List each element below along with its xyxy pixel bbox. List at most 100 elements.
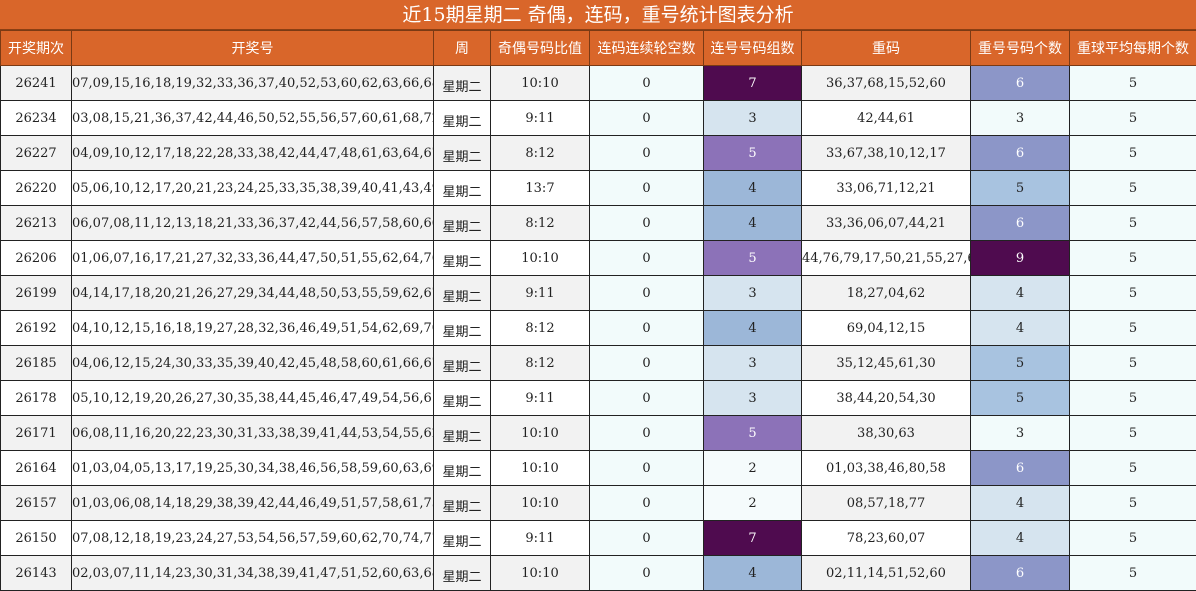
- cell-avg-repeat: 5: [1070, 311, 1196, 346]
- cell-numbers: 02,03,07,11,14,23,30,31,34,38,39,41,47,5…: [72, 556, 434, 591]
- cell-odd-even: 9:11: [491, 381, 590, 416]
- cell-week: 星期二: [434, 206, 491, 241]
- cell-week: 星期二: [434, 521, 491, 556]
- cell-repeat-count: 5: [971, 171, 1070, 206]
- cell-repeat-nums: 36,37,68,15,52,60: [802, 66, 971, 101]
- cell-repeat-nums: 33,36,06,07,44,21: [802, 206, 971, 241]
- cell-avg-repeat: 5: [1070, 416, 1196, 451]
- page-title: 近15期星期二 奇偶，连码，重号统计图表分析: [0, 0, 1196, 30]
- cell-consec-groups: 3: [704, 381, 802, 416]
- cell-odd-even: 10:10: [491, 241, 590, 276]
- col-header-period: 开奖期次: [1, 31, 72, 66]
- cell-repeat-nums: 18,27,04,62: [802, 276, 971, 311]
- cell-consec-groups: 3: [704, 276, 802, 311]
- cell-odd-even: 8:12: [491, 311, 590, 346]
- col-header-numbers: 开奖号: [72, 31, 434, 66]
- cell-consec-groups: 4: [704, 171, 802, 206]
- cell-repeat-count: 6: [971, 66, 1070, 101]
- col-header-odd-even: 奇偶号码比值: [491, 31, 590, 66]
- cell-numbers: 07,09,15,16,18,19,32,33,36,37,40,52,53,6…: [72, 66, 434, 101]
- cell-period: 26241: [1, 66, 72, 101]
- cell-numbers: 04,06,12,15,24,30,33,35,39,40,42,45,48,5…: [72, 346, 434, 381]
- col-header-repeat-nums: 重码: [802, 31, 971, 66]
- col-header-repeat-count: 重号号码个数: [971, 31, 1070, 66]
- cell-week: 星期二: [434, 416, 491, 451]
- cell-consec-groups: 3: [704, 101, 802, 136]
- cell-numbers: 01,03,04,05,13,17,19,25,30,34,38,46,56,5…: [72, 451, 434, 486]
- cell-period: 26234: [1, 101, 72, 136]
- cell-period: 26192: [1, 311, 72, 346]
- cell-avg-repeat: 5: [1070, 206, 1196, 241]
- cell-numbers: 06,07,08,11,12,13,18,21,33,36,37,42,44,5…: [72, 206, 434, 241]
- cell-numbers: 05,10,12,19,20,26,27,30,35,38,44,45,46,4…: [72, 381, 434, 416]
- cell-avg-repeat: 5: [1070, 241, 1196, 276]
- cell-avg-repeat: 5: [1070, 451, 1196, 486]
- cell-consec-groups: 5: [704, 241, 802, 276]
- cell-consec-skip: 0: [590, 101, 704, 136]
- cell-consec-skip: 0: [590, 276, 704, 311]
- cell-repeat-count: 6: [971, 556, 1070, 591]
- col-header-consec-skip: 连码连续轮空数: [590, 31, 704, 66]
- cell-consec-groups: 5: [704, 136, 802, 171]
- cell-avg-repeat: 5: [1070, 66, 1196, 101]
- cell-odd-even: 10:10: [491, 486, 590, 521]
- cell-avg-repeat: 5: [1070, 486, 1196, 521]
- cell-numbers: 01,06,07,16,17,21,27,32,33,36,44,47,50,5…: [72, 241, 434, 276]
- cell-repeat-nums: 38,44,20,54,30: [802, 381, 971, 416]
- cell-avg-repeat: 5: [1070, 136, 1196, 171]
- cell-period: 26171: [1, 416, 72, 451]
- cell-odd-even: 8:12: [491, 136, 590, 171]
- cell-numbers: 06,08,11,16,20,22,23,30,31,33,38,39,41,4…: [72, 416, 434, 451]
- cell-repeat-nums: 33,06,71,12,21: [802, 171, 971, 206]
- cell-consec-groups: 3: [704, 346, 802, 381]
- cell-consec-skip: 0: [590, 346, 704, 381]
- cell-odd-even: 10:10: [491, 416, 590, 451]
- cell-consec-skip: 0: [590, 206, 704, 241]
- cell-consec-skip: 0: [590, 486, 704, 521]
- cell-week: 星期二: [434, 311, 491, 346]
- cell-odd-even: 9:11: [491, 276, 590, 311]
- cell-consec-skip: 0: [590, 556, 704, 591]
- cell-period: 26164: [1, 451, 72, 486]
- cell-repeat-count: 4: [971, 486, 1070, 521]
- cell-week: 星期二: [434, 451, 491, 486]
- cell-numbers: 01,03,06,08,14,18,29,38,39,42,44,46,49,5…: [72, 486, 434, 521]
- cell-period: 26178: [1, 381, 72, 416]
- cell-period: 26227: [1, 136, 72, 171]
- cell-avg-repeat: 5: [1070, 346, 1196, 381]
- cell-week: 星期二: [434, 381, 491, 416]
- cell-week: 星期二: [434, 346, 491, 381]
- cell-avg-repeat: 5: [1070, 521, 1196, 556]
- cell-consec-skip: 0: [590, 171, 704, 206]
- cell-consec-groups: 7: [704, 66, 802, 101]
- cell-period: 26206: [1, 241, 72, 276]
- cell-consec-skip: 0: [590, 311, 704, 346]
- cell-odd-even: 8:12: [491, 206, 590, 241]
- cell-repeat-nums: 44,76,79,17,50,21,55,27,62: [802, 241, 971, 276]
- header-row: 开奖期次 开奖号 周 奇偶号码比值 连码连续轮空数 连号号码组数 重码 重号号码…: [1, 31, 1196, 66]
- cell-consec-skip: 0: [590, 241, 704, 276]
- cell-repeat-count: 4: [971, 311, 1070, 346]
- cell-week: 星期二: [434, 136, 491, 171]
- cell-week: 星期二: [434, 556, 491, 591]
- cell-consec-groups: 7: [704, 521, 802, 556]
- cell-odd-even: 10:10: [491, 66, 590, 101]
- cell-repeat-nums: 38,30,63: [802, 416, 971, 451]
- cell-consec-groups: 2: [704, 486, 802, 521]
- cell-repeat-count: 3: [971, 101, 1070, 136]
- cell-odd-even: 9:11: [491, 101, 590, 136]
- cell-odd-even: 9:11: [491, 521, 590, 556]
